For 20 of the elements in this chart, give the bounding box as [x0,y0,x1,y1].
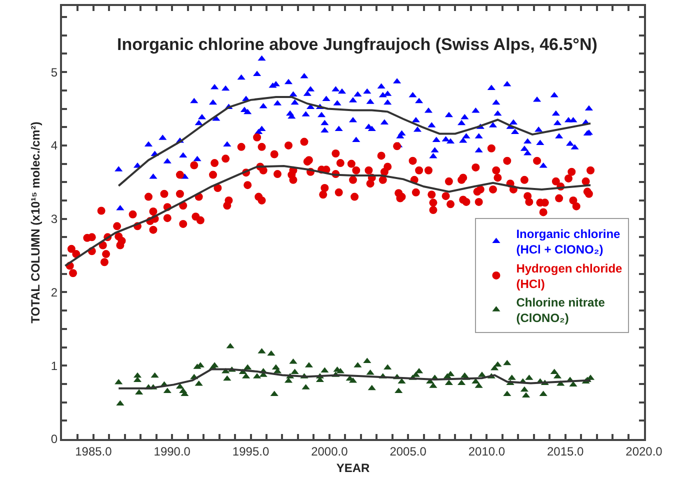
y-tick-label: 2 [50,285,58,300]
x-tick-label: 2005.0 [390,444,427,458]
x-tick-label: 1995.0 [232,444,270,458]
y-tick-label: 3 [50,212,58,226]
legend-label: Chlorine nitrate (ClONO₂) [516,296,606,326]
x-tick-label: 2020.0 [626,444,663,458]
legend-label: Inorganic chlorine (HCl + ClONO₂) [516,227,621,257]
x-tick-label: 2015.0 [547,444,584,458]
x-tick-label: 1985.0 [75,444,112,458]
x-axis-title: YEAR [336,460,370,475]
x-tick-label: 1990.0 [154,444,191,458]
y-tick-label: 5 [50,65,58,80]
legend-label: Hydrogen chloride (HCl) [516,261,623,291]
y-axis-title: TOTAL COLUMN (x10¹⁵ molec./cm²) [28,122,43,324]
x-tick-label: 2010.0 [468,444,506,458]
x-tick-label: 2000.0 [311,444,348,458]
y-tick-label: 0 [50,432,58,446]
y-tick-label: 4 [50,138,58,153]
y-tick-label: 1 [50,358,58,373]
text: Inorganic chlorine above Jungfraujoch (Swiss Alps, 46.5°N) [117,34,598,54]
